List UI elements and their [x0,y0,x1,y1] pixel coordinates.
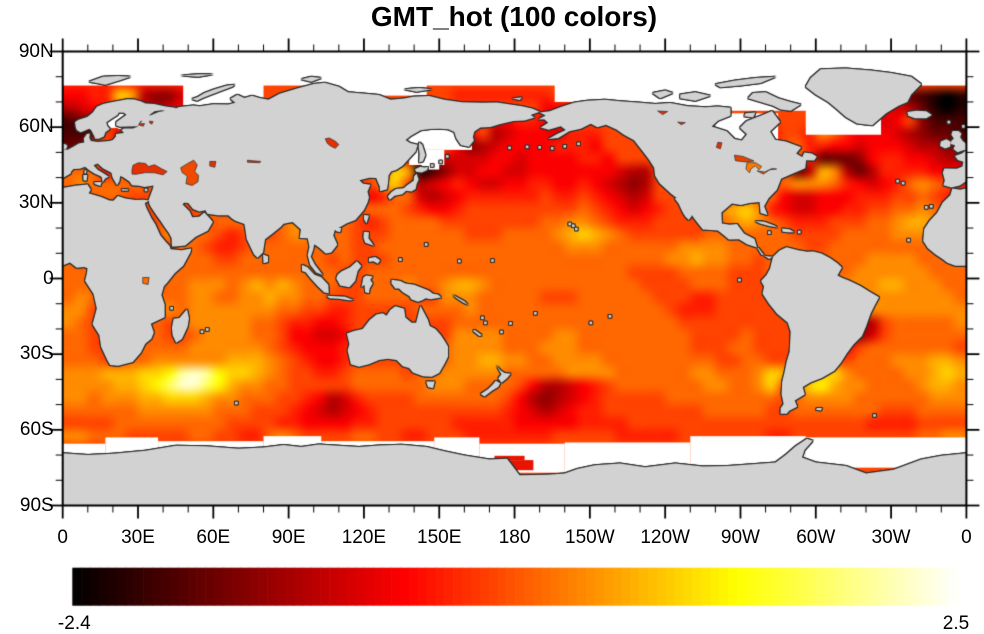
lat-axis-label-0: 0 [43,267,54,289]
lon-axis-label-30e: 30E [121,526,155,548]
lon-axis-label-150w: 150W [565,526,615,548]
lon-axis-label-60e: 60E [196,526,231,548]
lon-axis-label-0: 0 [57,526,68,548]
lat-axis-label-90n: 90N [18,40,54,62]
colorbar-min-label: -2.4 [57,612,91,634]
lat-axis-label-60s: 60S [19,418,54,440]
lon-axis-label-90w: 90W [720,526,760,548]
lon-axis-label-0: 0 [961,526,972,548]
lat-axis-label-30s: 30S [19,343,54,365]
lon-axis-label-30w: 30W [871,526,911,548]
lon-axis-label-180: 180 [498,526,531,548]
lat-axis-label-60n: 60N [18,116,54,138]
lon-axis-label-120w: 120W [640,526,690,548]
plot-title: GMT_hot (100 colors) [370,1,658,32]
colorbar-max-label: 2.5 [942,612,970,634]
lon-axis-label-90e: 90E [271,526,306,548]
lon-axis-label-150e: 150E [417,526,462,548]
lat-axis-label-30n: 30N [18,191,54,213]
lon-axis-label-120e: 120E [341,526,387,548]
lat-axis-label-90s: 90S [19,494,54,516]
lon-axis-label-60w: 60W [796,526,836,548]
